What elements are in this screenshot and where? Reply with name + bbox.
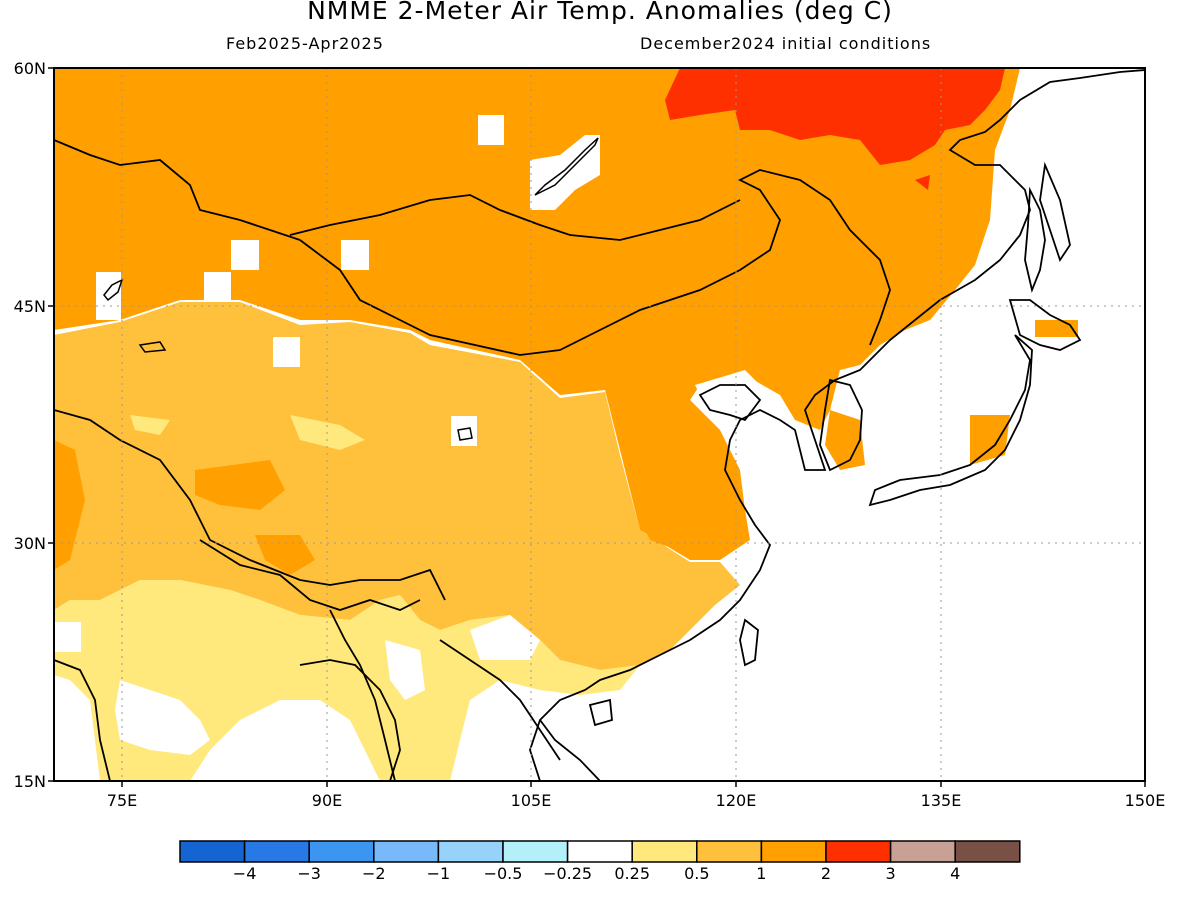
colorbar-swatch <box>760 840 827 863</box>
anomaly-patch-1-2b <box>195 460 285 510</box>
lon-label-120e: 120E <box>716 791 757 810</box>
anomaly-region-2-3 <box>665 68 1005 165</box>
anomaly-neutral-cell-3 <box>341 240 369 270</box>
lake-balkhash <box>103 278 124 302</box>
colorbar-boxes <box>179 840 1021 863</box>
coastline-taiwan <box>739 618 759 667</box>
colorbar-label: −2 <box>362 864 386 883</box>
colorbar-swatch <box>179 840 246 863</box>
lat-label-15n: 15N <box>14 772 46 791</box>
anomaly-patch-1-2e <box>825 410 865 470</box>
colorbar-label: 0.5 <box>684 864 709 883</box>
border-china-north <box>299 169 891 356</box>
colorbar-swatch <box>889 840 956 863</box>
border-tibet-south <box>199 539 421 611</box>
colorbar-swatch <box>825 840 892 863</box>
anomaly-neutral-yunnan <box>470 615 540 660</box>
lat-label-60n: 60N <box>14 59 46 78</box>
anomaly-patch-1-2c <box>54 440 85 570</box>
colorbar-label: 4 <box>950 864 960 883</box>
coastline-indochina <box>539 719 601 781</box>
colorbar-swatch <box>954 840 1021 863</box>
colorbar-swatch <box>373 840 440 863</box>
coastline-india-west <box>54 659 111 781</box>
border-kazakhstan <box>54 139 301 241</box>
anomaly-region-0p5-1 <box>54 302 740 670</box>
anomaly-neutral-cell-4 <box>204 272 231 302</box>
colorbar-label: 0.25 <box>614 864 650 883</box>
colorbar-swatch <box>566 840 633 863</box>
anomaly-neutral-cell-8 <box>54 622 81 652</box>
anomaly-neutral-coast-ne <box>695 370 765 430</box>
coastline-kamchatka-coast <box>1039 161 1071 263</box>
anomaly-region-1-2 <box>54 68 1020 560</box>
anomaly-patch-0p25-0p5b <box>130 415 170 435</box>
colorbar-label: 3 <box>886 864 896 883</box>
initial-conditions: December2024 initial conditions <box>640 34 932 53</box>
anomaly-neutral-cell-7 <box>478 115 504 145</box>
lon-label-75e: 75E <box>107 791 137 810</box>
anomaly-field <box>54 68 1078 781</box>
anomaly-region-2-3b <box>915 175 930 190</box>
border-russia-mongolia <box>289 194 741 241</box>
forecast-period: Feb2025-Apr2025 <box>226 34 384 53</box>
colorbar-label: 1 <box>756 864 766 883</box>
anomaly-neutral-cell-1 <box>96 272 121 320</box>
lon-label-135e: 135E <box>921 791 962 810</box>
coastline-korea <box>819 378 863 472</box>
anomaly-neutral-cell-6 <box>451 416 477 446</box>
border-himalaya <box>54 409 446 601</box>
coastline-japan-hokkaido <box>1008 299 1082 351</box>
lake-issyk-kul <box>138 341 167 353</box>
anomaly-neutral-cell-2 <box>231 240 259 270</box>
anomaly-neutral-india <box>115 680 210 755</box>
border-laos-vietnam <box>439 639 561 761</box>
lon-label-150e: 150E <box>1125 791 1166 810</box>
anomaly-neutral-baikal <box>530 135 600 210</box>
coastline-bohai <box>698 384 762 422</box>
lake-baikal <box>534 137 599 196</box>
coastlines-borders <box>54 69 1145 781</box>
coastline-sakhalin <box>1024 186 1046 293</box>
colorbar-swatch <box>308 840 375 863</box>
border-myanmar <box>329 609 396 781</box>
lake-qinghai <box>457 427 473 441</box>
anomaly-neutral-cell-5 <box>273 337 300 367</box>
colorbar-swatch <box>502 840 569 863</box>
lon-label-90e: 90E <box>312 791 342 810</box>
anomaly-patch-1-2 <box>620 400 735 555</box>
lon-label-105e: 105E <box>511 791 552 810</box>
anomaly-patch-1-2d <box>255 535 315 575</box>
colorbar-swatch <box>437 840 504 863</box>
coastline-japan-honshu <box>868 334 1033 507</box>
colorbar-swatch <box>631 840 698 863</box>
anomaly-neutral-se-asia <box>385 640 425 700</box>
colorbar-label: −1 <box>427 864 451 883</box>
anomaly-patch-1-2g <box>970 415 1010 465</box>
colorbar-label: −0.25 <box>543 864 592 883</box>
coastline-bay-of-bengal <box>299 659 401 781</box>
lat-label-45n: 45N <box>14 297 46 316</box>
lat-label-30n: 30N <box>14 534 46 553</box>
colorbar-swatch <box>696 840 763 863</box>
colorbar-labels: −4 −3 −2 −1 −0.5 −0.25 0.25 0.5 1 2 3 4 <box>233 864 960 883</box>
plot-frame <box>53 67 1146 782</box>
colorbar-label: −0.5 <box>484 864 523 883</box>
colorbar-swatch <box>243 840 310 863</box>
axis-ticks <box>48 67 1146 787</box>
coastline-east-asia <box>529 69 1145 781</box>
coastline-hainan <box>588 698 613 727</box>
colorbar-label: −3 <box>297 864 321 883</box>
map-title: NMME 2-Meter Air Temp. Anomalies (deg C) <box>307 0 893 25</box>
colorbar-label: 2 <box>821 864 831 883</box>
colorbar-label: −4 <box>233 864 257 883</box>
lakes <box>103 137 599 441</box>
